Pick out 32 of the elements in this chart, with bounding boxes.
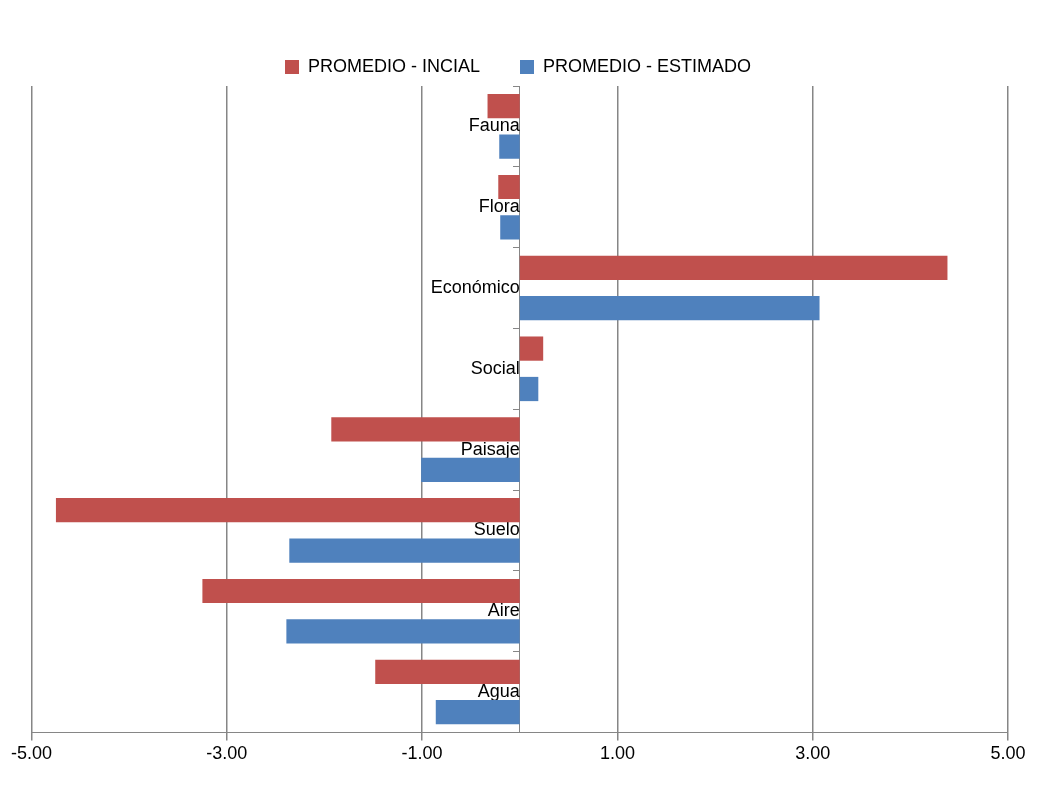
- y-tick-label: Flora: [478, 196, 521, 217]
- legend-label: PROMEDIO - INCIAL: [307, 55, 481, 76]
- x-tick-label: -5.00: [11, 743, 53, 764]
- x-tick-label: 1.00: [599, 743, 635, 764]
- bar: [375, 659, 520, 684]
- bar: [331, 417, 520, 442]
- bar: [202, 578, 520, 604]
- bar: [55, 498, 520, 523]
- y-tick-label: Fauna: [468, 115, 521, 136]
- bar: [286, 619, 520, 644]
- bar: [435, 700, 520, 725]
- bar: [289, 538, 520, 563]
- bar: [519, 296, 820, 321]
- bar: [499, 134, 520, 159]
- bar: [519, 255, 948, 280]
- y-tick-label: Paisaje: [460, 438, 520, 459]
- y-tick-label: Social: [470, 357, 520, 378]
- x-tick-label: 3.00: [795, 743, 831, 764]
- y-tick-label: Económico: [430, 276, 520, 297]
- bar: [519, 336, 544, 361]
- bar: [498, 174, 520, 200]
- bar: [487, 94, 520, 119]
- y-tick-label: Suelo: [473, 519, 520, 540]
- legend-label: PROMEDIO - ESTIMADO: [543, 55, 752, 76]
- bar: [500, 215, 520, 240]
- x-tick-label: -1.00: [401, 743, 443, 764]
- bar: [519, 376, 539, 402]
- bar: [421, 457, 520, 482]
- x-tick-label: -3.00: [206, 743, 248, 764]
- y-tick-label: Aire: [487, 600, 520, 621]
- x-tick-label: 5.00: [990, 743, 1026, 764]
- y-tick-label: Agua: [477, 680, 521, 701]
